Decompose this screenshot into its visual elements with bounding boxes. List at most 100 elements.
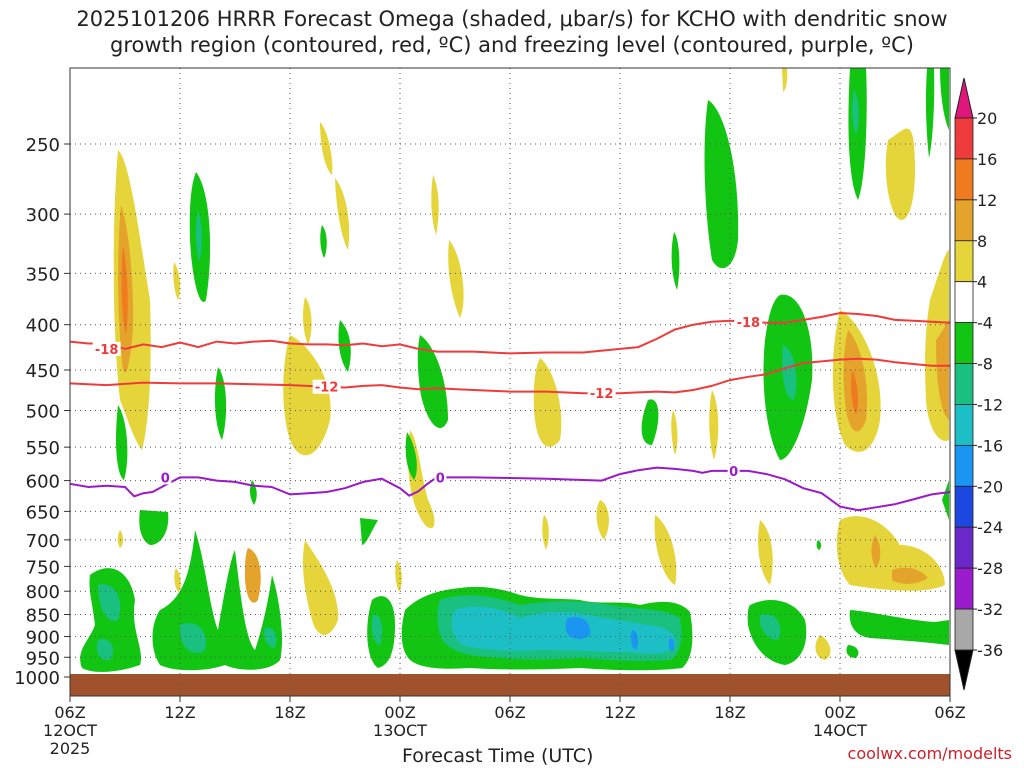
colorbar-label: -4 [977, 314, 993, 333]
omega-cell-negative [417, 335, 448, 429]
dgz-minus18-label: -18 [737, 316, 761, 331]
freezing-level-0-line [69, 466, 951, 512]
omega-cell-negative [671, 232, 680, 290]
ground-below-surface [70, 674, 950, 696]
omega-cell-negative [846, 645, 859, 658]
omega-cell-negative [214, 367, 227, 440]
omega-cell-positive [542, 515, 549, 550]
freezing-level-0-label-bg [159, 470, 172, 485]
omega-cell-positive [173, 262, 181, 300]
omega-cell-positive [431, 175, 439, 235]
dgz-minus18-label: -18 [95, 343, 119, 358]
omega-cell-positive [885, 128, 915, 220]
omega-cell-positive [758, 520, 773, 585]
omega-cell-positive [320, 122, 333, 175]
freezing-level-0-label-bg [434, 470, 447, 485]
colorbar-swatch [954, 404, 974, 446]
x-tick-label: 18Z [714, 703, 745, 722]
dgz-minus12-label: -12 [590, 387, 614, 402]
colorbar-label: 12 [977, 191, 997, 210]
freezing-level-0-label-bg [727, 463, 740, 478]
omega-cell-negative [848, 68, 867, 200]
dgz-minus12-label-bg [587, 386, 616, 401]
omega-cell-negative [320, 225, 327, 258]
dgz-minus18-label-bg [92, 341, 121, 356]
y-tick-label: 1000 [14, 668, 60, 689]
omega-cell-positive [671, 410, 678, 455]
freezing-level-0-label: 0 [161, 471, 170, 486]
omega-cell-negative [139, 510, 169, 545]
omega-cell-positive [302, 540, 339, 635]
colorbar-swatch [954, 117, 974, 160]
omega-cell-negative [451, 606, 676, 654]
y-tick-label: 750 [26, 557, 60, 578]
y-tick-label: 350 [26, 264, 60, 285]
dgz-minus18-label-bg [734, 314, 763, 329]
x-tick-date-label: 12OCT [43, 721, 97, 740]
x-tick-label: 06Z [934, 703, 965, 722]
omega-cell-positive [936, 320, 949, 420]
omega-cell-positive [871, 535, 881, 568]
y-tick-label: 250 [26, 135, 60, 156]
y-axis: 2503003504004505005506006507007508008509… [14, 135, 70, 689]
y-tick-label: 450 [26, 361, 60, 382]
y-tick-label: 850 [26, 606, 60, 627]
omega-cell-positive [654, 515, 677, 585]
colorbar-label: -8 [977, 355, 993, 374]
x-tick-label: 00Z [824, 703, 855, 722]
chart-title-line-2: growth region (contoured, red, ºC) and f… [110, 33, 914, 57]
omega-cell-negative [816, 540, 822, 550]
freezing-level-0-label: 0 [729, 465, 738, 480]
x-tick-label: 18Z [274, 703, 305, 722]
omega-cell-negative [264, 627, 277, 648]
omega-cell-negative [940, 68, 949, 130]
x-tick-date-label: 2025 [50, 739, 91, 758]
colorbar-label: -28 [977, 559, 1003, 578]
omega-cell-positive [303, 297, 312, 345]
colorbar-top-arrow [954, 77, 974, 119]
y-tick-label: 300 [26, 205, 60, 226]
colorbar-swatch [954, 281, 974, 324]
colorbar-label: 4 [977, 273, 987, 292]
x-tick-label: 12Z [604, 703, 635, 722]
omega-cell-positive [851, 370, 859, 415]
omega-cell-negative [371, 614, 383, 645]
omega-cell-negative [405, 432, 417, 480]
colorbar-label: -16 [977, 436, 1003, 455]
omega-cell-negative [96, 639, 114, 661]
omega-cell-negative [179, 622, 206, 653]
freezing-level-0-label: 0 [436, 471, 445, 486]
x-tick-label: 12Z [164, 703, 195, 722]
omega-cell-negative [98, 584, 121, 621]
dgz-minus12-label: -12 [315, 381, 339, 396]
colorbar-swatch [954, 526, 974, 569]
omega-cell-negative [704, 100, 739, 269]
y-tick-label: 650 [26, 502, 60, 523]
credit-link[interactable]: coolwx.com/modelts [847, 744, 1012, 763]
chart-title: 2025101206 HRRR Forecast Omega (shaded, … [0, 6, 1024, 58]
omega-cell-positive [121, 245, 128, 335]
y-tick-label: 500 [26, 402, 60, 423]
y-tick-label: 600 [26, 472, 60, 493]
colorbar-label: -12 [977, 395, 1003, 414]
colorbar-swatch [954, 199, 974, 242]
omega-cell-negative [360, 518, 378, 545]
x-tick-date-label: 13OCT [373, 721, 427, 740]
colorbar: 20 16 12 8 4 -4 -8 -12 -16 -20 -24 -28 -32 -36 [954, 77, 1003, 691]
colorbar-label: -32 [977, 600, 1003, 619]
omega-cell-positive [174, 568, 181, 592]
omega-cell-negative [249, 480, 257, 505]
omega-cell-positive [533, 358, 562, 447]
contours: -18 -18 -12 -12 0 0 0 [69, 311, 951, 512]
dgz-minus18-line [69, 311, 951, 355]
omega-cell-positive [836, 516, 945, 591]
x-tick-date-label: 14OCT [813, 721, 867, 740]
colorbar-label: -24 [977, 518, 1003, 537]
dgz-minus12-label-bg [312, 379, 341, 394]
omega-cell-negative [759, 614, 781, 640]
x-tick-label: 06Z [494, 703, 525, 722]
x-axis-title: Forecast Time (UTC) [402, 745, 594, 767]
omega-cell-negative [782, 345, 797, 400]
